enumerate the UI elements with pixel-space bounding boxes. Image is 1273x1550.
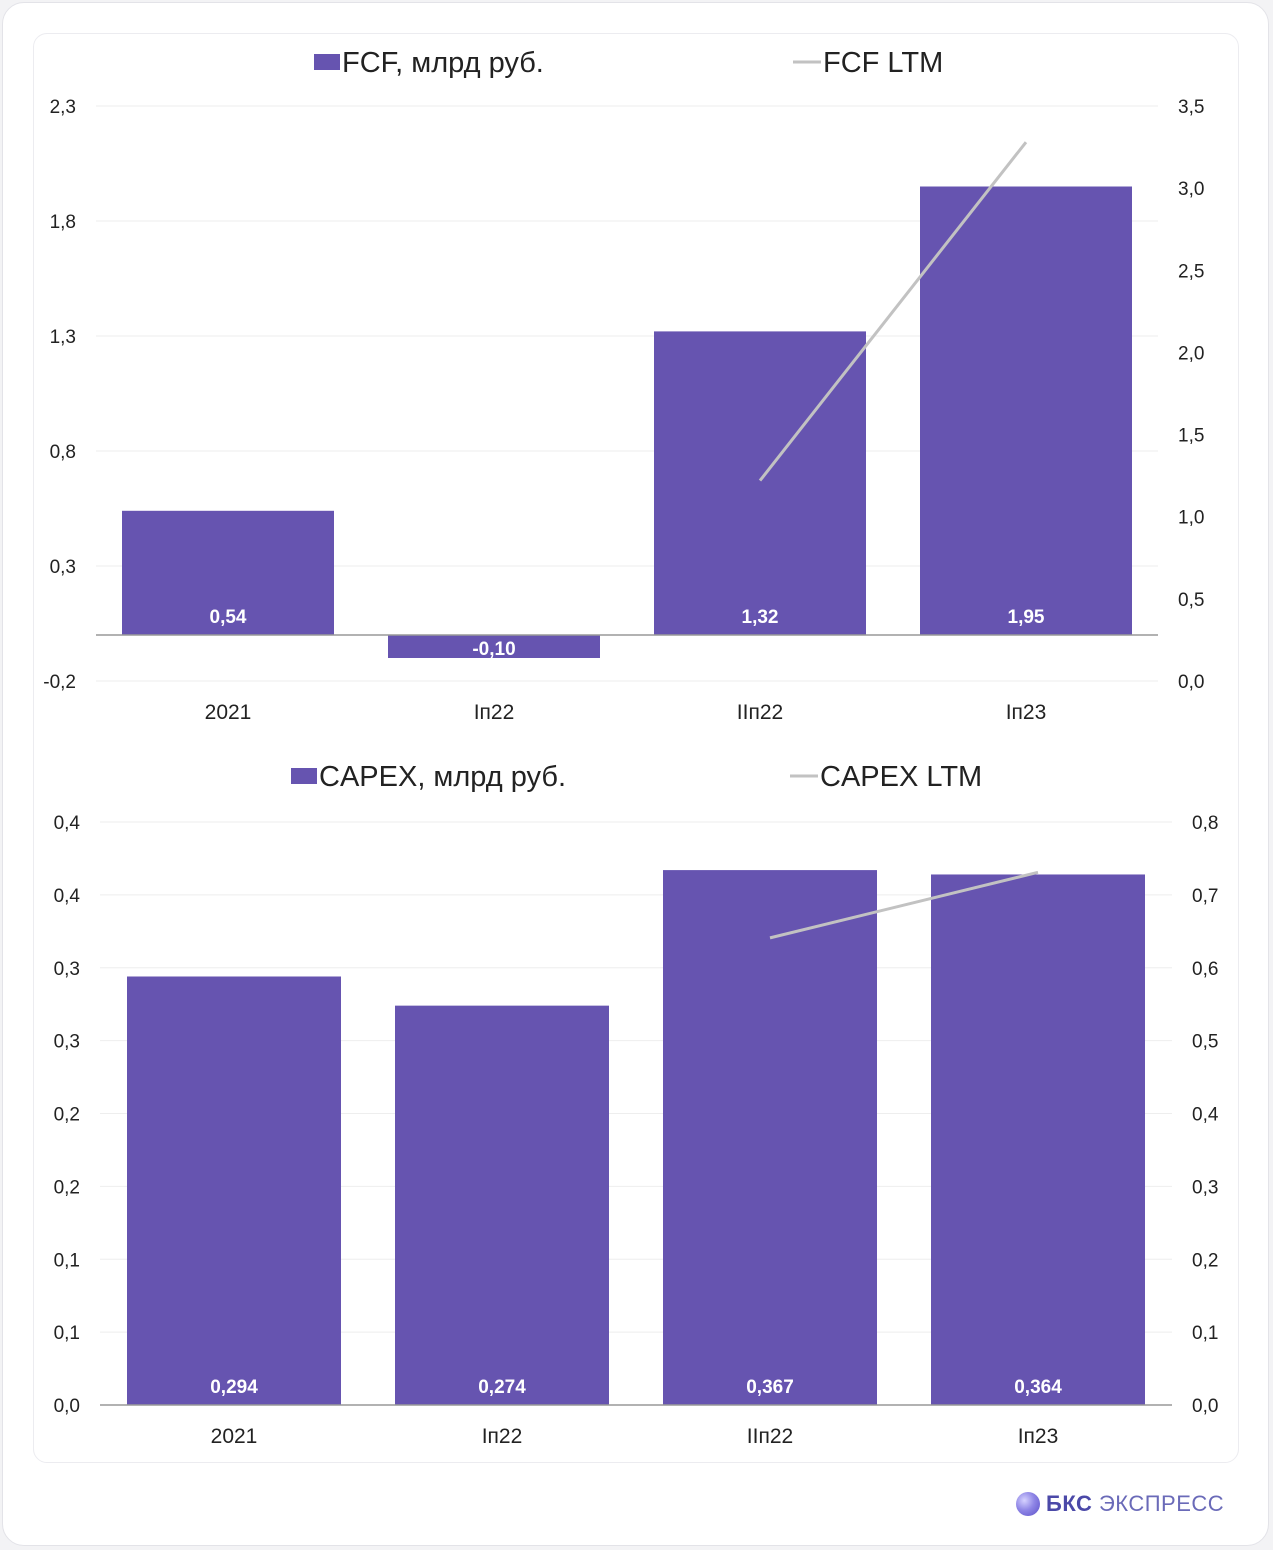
capex-category-label: 2021 xyxy=(211,1425,258,1448)
capex-right-tick-label: 0,0 xyxy=(1192,1396,1218,1417)
capex-left-tick-label: 0,1 xyxy=(54,1323,80,1344)
fcf-category-label: IIп22 xyxy=(737,701,783,724)
capex-left-tick-label: 0,4 xyxy=(54,886,81,907)
fcf-left-tick-label: 2,3 xyxy=(50,97,76,118)
fcf-left-tick-label: 0,8 xyxy=(50,442,76,463)
capex-right-tick-label: 0,4 xyxy=(1192,1105,1219,1126)
brand-name: БКС ЭКСПРЕСС xyxy=(1046,1491,1225,1516)
fcf-right-tick-label: 3,5 xyxy=(1178,97,1204,118)
fcf-left-tick-label: 1,8 xyxy=(50,212,76,233)
capex-category-label: Iп23 xyxy=(1018,1425,1059,1448)
fcf-bar xyxy=(388,635,600,658)
capex-bar xyxy=(931,874,1145,1405)
capex-left-tick-label: 0,3 xyxy=(54,1032,80,1053)
capex-category-label: Iп22 xyxy=(482,1425,523,1448)
fcf-left-tick-label: 0,3 xyxy=(50,557,76,578)
fcf-ltm-line xyxy=(758,141,1028,482)
capex-right-tick-label: 0,2 xyxy=(1192,1250,1218,1271)
fcf-legend-bar-label: FCF, млрд руб. xyxy=(342,47,544,79)
fcf-bar-data-label: 1,95 xyxy=(1008,607,1045,628)
capex-right-tick-label: 0,3 xyxy=(1192,1177,1218,1198)
capex-right-tick-label: 0,8 xyxy=(1192,813,1218,834)
fcf-bar-data-label: 0,54 xyxy=(210,607,247,628)
capex-bar xyxy=(395,1005,609,1405)
fcf-bar xyxy=(920,186,1132,635)
fcf-category-label: 2021 xyxy=(205,701,252,724)
capex-bar-data-label: 0,274 xyxy=(478,1377,526,1398)
fcf-category-label: Iп22 xyxy=(474,701,515,724)
fcf-right-tick-label: 1,0 xyxy=(1178,508,1204,529)
capex-right-tick-label: 0,6 xyxy=(1192,959,1218,980)
fcf-bar-data-label: -0,10 xyxy=(472,639,515,660)
fcf-right-tick-label: 0,5 xyxy=(1178,590,1204,611)
capex-bar xyxy=(663,870,877,1405)
capex-bar xyxy=(127,976,341,1405)
fcf-legend-line-label: FCF LTM xyxy=(823,47,943,79)
capex-right-tick-label: 0,1 xyxy=(1192,1323,1218,1344)
capex-legend-bar-label: CAPEX, млрд руб. xyxy=(319,761,566,793)
capex-left-tick-label: 0,2 xyxy=(54,1177,80,1198)
fcf-right-tick-label: 3,0 xyxy=(1178,179,1204,200)
capex-bar-data-label: 0,367 xyxy=(746,1377,794,1398)
capex-left-tick-label: 0,4 xyxy=(54,813,81,834)
capex-left-tick-label: 0,0 xyxy=(54,1396,80,1417)
brand-mark-icon xyxy=(1016,1492,1040,1516)
fcf-right-tick-label: 2,0 xyxy=(1178,343,1204,364)
capex-bar-data-label: 0,364 xyxy=(1014,1377,1062,1398)
fcf-right-tick-label: 0,0 xyxy=(1178,672,1204,693)
capex-left-tick-label: 0,1 xyxy=(54,1250,80,1271)
fcf-left-tick-label: -0,2 xyxy=(43,672,76,693)
capex-left-tick-label: 0,3 xyxy=(54,959,80,980)
fcf-bar xyxy=(122,510,334,635)
capex-bar-data-label: 0,294 xyxy=(210,1377,258,1398)
fcf-left-tick-label: 1,3 xyxy=(50,327,76,348)
capex-legend-bar-swatch xyxy=(291,768,317,784)
fcf-legend-bar-swatch xyxy=(314,54,340,70)
capex-left-tick-label: 0,2 xyxy=(54,1105,80,1126)
capex-legend-line-label: CAPEX LTM xyxy=(820,761,982,793)
fcf-bar xyxy=(654,331,866,635)
fcf-right-tick-label: 1,5 xyxy=(1178,426,1204,447)
fcf-right-tick-label: 2,5 xyxy=(1178,261,1204,282)
brand-logo: БКС ЭКСПРЕСС xyxy=(1016,1490,1224,1518)
capex-right-tick-label: 0,7 xyxy=(1192,886,1218,907)
fcf-bar-data-label: 1,32 xyxy=(742,607,779,628)
capex-ltm-line xyxy=(769,870,1039,940)
fcf-category-label: Iп23 xyxy=(1006,701,1047,724)
capex-category-label: IIп22 xyxy=(747,1425,793,1448)
capex-right-tick-label: 0,5 xyxy=(1192,1032,1218,1053)
